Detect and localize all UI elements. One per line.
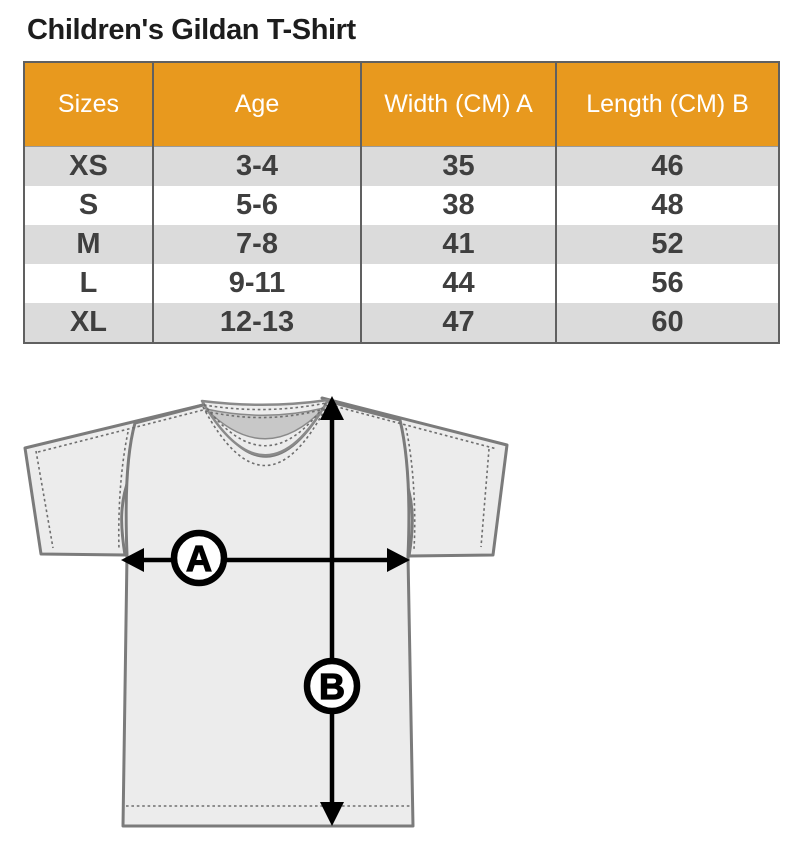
width-marker-label: A (186, 538, 212, 579)
cell-age: 9-11 (152, 264, 362, 303)
table-row: XL 12-13 47 60 (23, 303, 780, 343)
collar-inner-opening (203, 406, 327, 440)
page-title: Children's Gildan T-Shirt (27, 14, 356, 46)
table-row: L 9-11 44 56 (23, 264, 780, 303)
table-row: S 5-6 38 48 (23, 186, 780, 225)
size-chart-table: Sizes Age Width (CM) A Length (CM) B XS … (23, 61, 780, 344)
header-width: Width (CM) A (360, 61, 557, 147)
left-cuff-stitch (35, 450, 54, 549)
cell-width: 35 (360, 146, 557, 186)
width-arrowhead-right (387, 548, 410, 572)
header-sizes: Sizes (23, 61, 154, 147)
collar-stitch-under (202, 404, 328, 467)
length-arrowhead-bottom (320, 802, 344, 826)
cell-width: 47 (360, 303, 557, 343)
cell-size: XL (23, 303, 154, 343)
cell-age: 3-4 (152, 146, 362, 186)
cell-age: 12-13 (152, 303, 362, 343)
right-shoulder-stitch (329, 404, 498, 450)
cell-length: 48 (555, 186, 780, 225)
right-cuff-stitch (480, 448, 490, 548)
tshirt-measurement-diagram: A B (23, 396, 509, 828)
table-header-row: Sizes Age Width (CM) A Length (CM) B (23, 61, 780, 147)
length-marker-label: B (319, 666, 345, 707)
right-armhole-stitch (405, 427, 416, 550)
header-length: Length (CM) B (555, 61, 780, 147)
table-row: M 7-8 41 52 (23, 225, 780, 264)
cell-size: XS (23, 146, 154, 186)
width-arrowhead-left (121, 548, 144, 572)
length-marker-circle (303, 657, 361, 715)
cell-length: 52 (555, 225, 780, 264)
width-marker-circle (170, 529, 228, 587)
collar-stitch-upper (204, 408, 325, 419)
cell-width: 41 (360, 225, 557, 264)
cell-size: M (23, 225, 154, 264)
cell-size: S (23, 186, 154, 225)
cell-length: 60 (555, 303, 780, 343)
left-shoulder-stitch (37, 409, 204, 453)
cell-age: 7-8 (152, 225, 362, 264)
collar-stitch-top (203, 402, 327, 411)
cell-width: 38 (360, 186, 557, 225)
cell-width: 44 (360, 264, 557, 303)
header-age: Age (152, 61, 362, 147)
cell-length: 46 (555, 146, 780, 186)
table-row: XS 3-4 35 46 (23, 146, 780, 186)
cell-age: 5-6 (152, 186, 362, 225)
collar-stitch-band (203, 402, 327, 447)
cell-size: L (23, 264, 154, 303)
cell-length: 56 (555, 264, 780, 303)
left-armhole-stitch (117, 431, 129, 551)
length-arrowhead-top (320, 396, 344, 420)
